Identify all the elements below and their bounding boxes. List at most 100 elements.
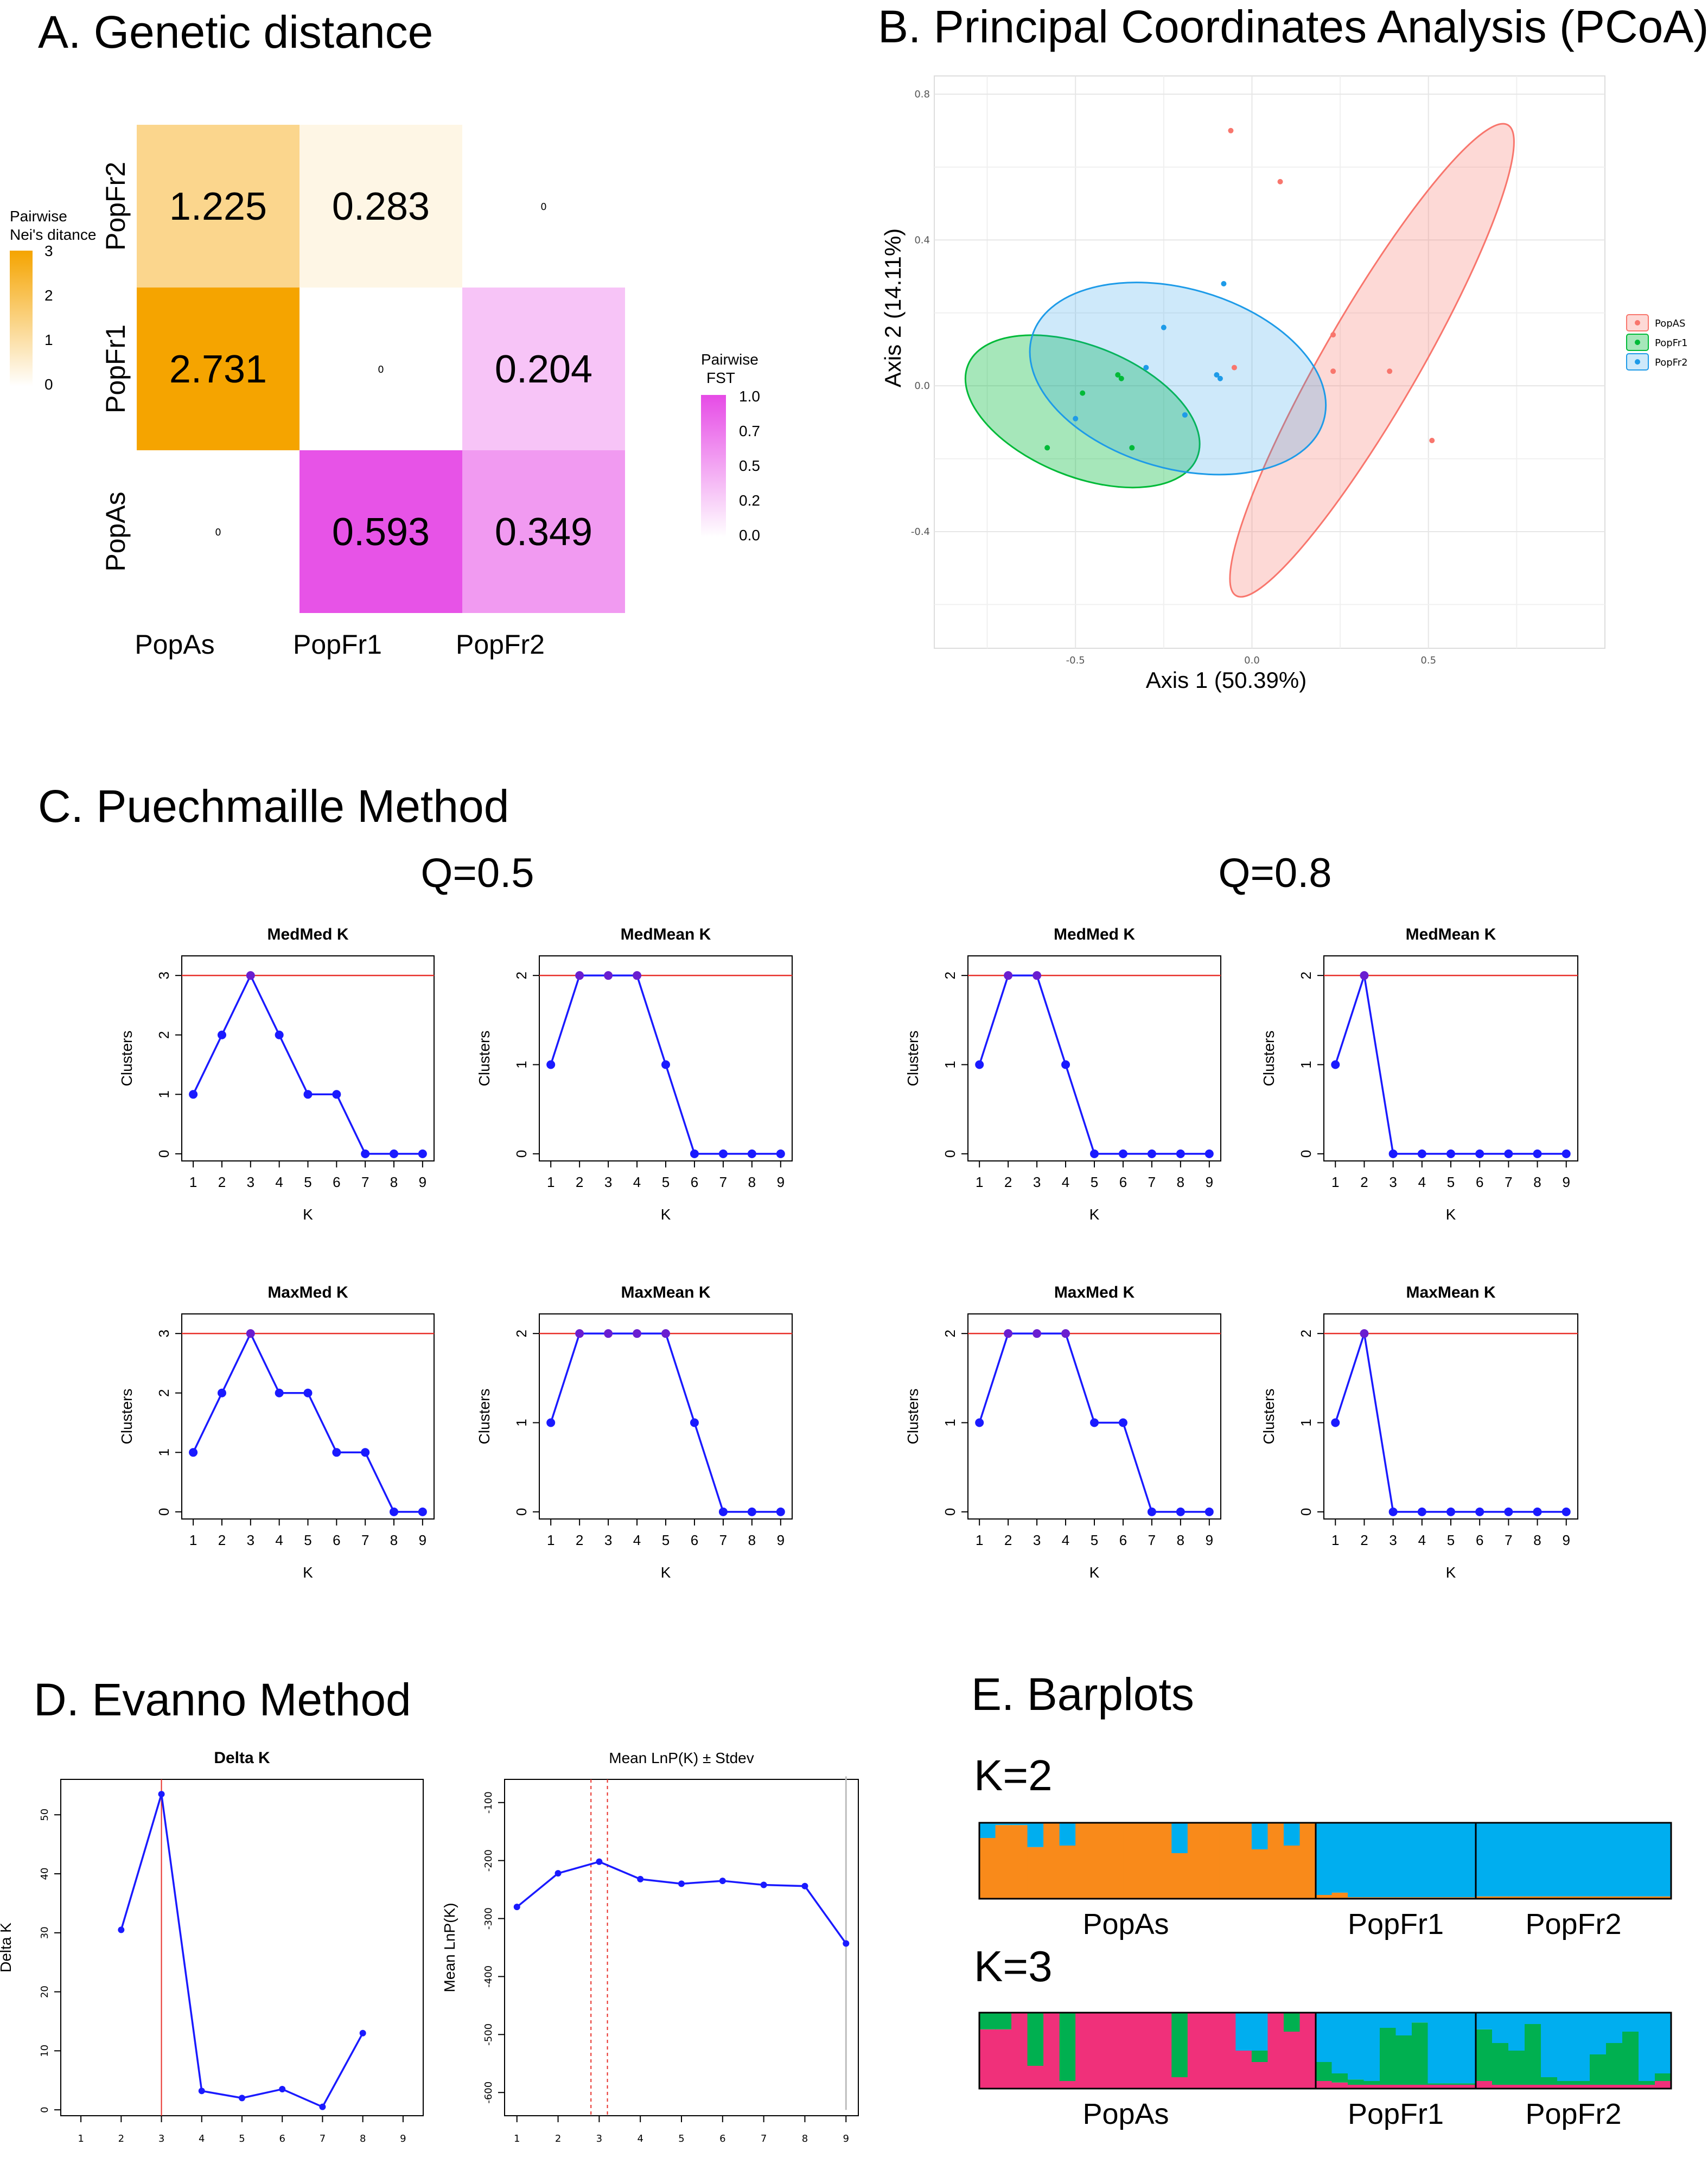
series-point (332, 1090, 341, 1099)
x-tick-label: 4 (637, 2133, 643, 2144)
x-tick-label: 6 (1476, 1532, 1483, 1548)
ancestry-bar-segment (1123, 1823, 1140, 1899)
pcoa-point (1330, 332, 1336, 338)
series-point (760, 1881, 767, 1888)
heatmap-value: 0 (215, 527, 221, 538)
pcoa-legend-label: PopFr1 (1655, 337, 1688, 349)
plot-frame (967, 955, 1221, 1161)
heatmap-cell (299, 450, 462, 613)
legend-nei-title: Nei's ditance (10, 226, 96, 243)
x-tick-label: 3 (596, 2133, 602, 2144)
ancestry-bar-segment (1251, 1823, 1269, 1849)
series-point (361, 1149, 370, 1158)
ancestry-bar-segment (1187, 1823, 1204, 1899)
ancestry-bar-segment (1395, 2013, 1412, 2035)
series-point (513, 1904, 520, 1911)
ancestry-bar-segment (1557, 2081, 1574, 2085)
y-axis-label: Clusters (476, 1389, 493, 1445)
x-tick-label: 6 (691, 1532, 698, 1548)
series-point (246, 1329, 255, 1338)
series-point (1446, 1507, 1455, 1516)
pcoa-point (1214, 372, 1220, 378)
x-tick-label: 1 (547, 1174, 555, 1190)
y-tick-label: 2 (513, 972, 530, 979)
series-point (361, 1448, 370, 1457)
x-tick-label: 9 (777, 1174, 785, 1190)
ancestry-bar-segment (1251, 1849, 1269, 1899)
ancestry-bar-segment (1091, 2013, 1108, 2089)
x-tick-label: 5 (1447, 1532, 1455, 1548)
evanno-plots: Delta K 1 2 3 4 5 6 7 8 9 0 10 20 30 40 50 K Delta K Mean … (0, 1749, 859, 2164)
ancestry-bar-segment (1251, 2013, 1269, 2051)
ancestry-bar-segment (1091, 1823, 1108, 1899)
barplot-frame (978, 1822, 1672, 1900)
ancestry-bar-segment (1590, 1823, 1607, 1897)
series-point (1360, 1329, 1369, 1338)
ancestry-bar-segment (1557, 1823, 1574, 1897)
ancestry-bar-segment (1251, 2051, 1269, 2062)
ancestry-bar-segment (1622, 2085, 1639, 2089)
ancestry-bar-segment (1541, 1896, 1558, 1899)
ancestry-bar-segment (1557, 2085, 1574, 2089)
ancestry-bar-segment (1380, 2085, 1397, 2089)
series-point (390, 1149, 399, 1158)
y-axis-label: Clusters (904, 1389, 921, 1445)
series-point (801, 1882, 808, 1889)
ancestry-bar-segment (1283, 1823, 1301, 1846)
panel-a-title: A. Genetic distance (38, 7, 433, 58)
plot-title: Mean LnP(K) ± Stdev (609, 1750, 754, 1766)
puechmaille-plot-maxmean-k: MaxMean K 1 2 3 4 5 6 7 8 9 0 1 2 K Clusters (1260, 1284, 1578, 1581)
series-point (1033, 971, 1042, 980)
ancestry-bar-segment (1155, 1823, 1172, 1899)
series-point (1533, 1149, 1542, 1158)
puechmaille-plot-maxmed-k: MaxMed K 1 2 3 4 5 6 7 8 9 0 1 2 K Clusters (904, 1284, 1221, 1581)
ancestry-bar-segment (1606, 1823, 1623, 1897)
ancestry-bar-segment (1606, 2085, 1623, 2089)
y-tick-label: 2 (1298, 1330, 1314, 1337)
ancestry-bar-segment (1427, 2083, 1444, 2085)
x-tick-label: 5 (304, 1174, 311, 1190)
heatmap-value: 0 (540, 201, 546, 213)
x-tick-label: 5 (678, 2133, 684, 2144)
ancestry-bar-segment (1316, 1823, 1333, 1895)
x-tick-label: 5 (1447, 1174, 1455, 1190)
x-tick-label: 3 (1389, 1174, 1397, 1190)
series-line (192, 1331, 423, 1513)
series-point (575, 971, 584, 980)
x-axis-label: K (661, 1206, 671, 1223)
series-point (975, 1418, 984, 1427)
ancestry-bar-segment (1525, 2024, 1541, 2085)
heatmap-value: 0.593 (332, 510, 430, 554)
ancestry-bar-segment (1412, 2022, 1429, 2085)
pcoa-y-tick: 0.4 (914, 234, 930, 246)
ancestry-bar-segment (1395, 1823, 1412, 1898)
ancestry-bar-segment (1171, 2077, 1188, 2089)
pcoa-legend-dot (1635, 320, 1640, 325)
ancestry-bar-segment (1380, 2028, 1397, 2085)
ancestry-bar-segment (1655, 2073, 1672, 2081)
y-tick-label: 1 (156, 1448, 172, 1456)
legend-fst-tick: 0.7 (739, 423, 760, 439)
series-point (1504, 1507, 1513, 1516)
x-axis-label: K (661, 1564, 671, 1581)
series-point (596, 1858, 603, 1865)
heatmap-value: 0.204 (495, 348, 592, 391)
y-tick-label: 1 (513, 1061, 530, 1068)
x-tick-label: 4 (1418, 1532, 1426, 1548)
pcoa-point (1118, 375, 1124, 381)
ancestry-bar-segment (1606, 1896, 1623, 1899)
series-point (718, 1507, 728, 1516)
pcoa-plot-area (934, 75, 1605, 649)
y-tick-label: 1 (942, 1419, 958, 1426)
ancestry-bar-segment (1316, 1895, 1333, 1899)
ancestry-bar-segment (1219, 2013, 1236, 2089)
x-tick-label: 3 (247, 1174, 254, 1190)
plot-frame (504, 1779, 859, 2116)
x-tick-label: 3 (604, 1532, 612, 1548)
series-point (1147, 1507, 1156, 1516)
y-tick-label: 50 (39, 1809, 50, 1821)
x-tick-label: 1 (78, 2133, 84, 2144)
legend-fst-tick: 0.2 (739, 492, 760, 509)
x-axis-label: K (677, 2161, 687, 2164)
